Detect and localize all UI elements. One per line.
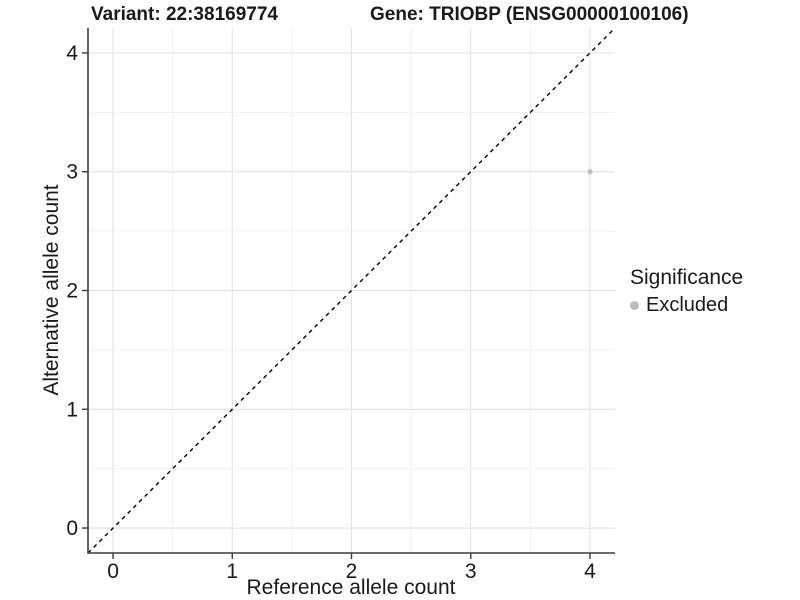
identity-line — [87, 27, 616, 554]
y-tick-label: 1 — [66, 398, 78, 421]
plot-title-variant: Variant: 22:38169774 — [91, 4, 278, 25]
legend-item-label: Excluded — [646, 294, 729, 316]
x-tick-label: 2 — [346, 560, 358, 583]
y-tick-label: 0 — [66, 517, 78, 540]
legend-title: Significance — [630, 266, 744, 289]
axis-line — [87, 28, 615, 554]
legend-point-icon — [630, 301, 639, 310]
legend: Significance Excluded — [630, 266, 743, 317]
x-tick-label: 0 — [107, 560, 119, 583]
data-point — [587, 169, 593, 175]
plot-title-gene: Gene: TRIOBP (ENSG00000100106) — [370, 4, 689, 25]
y-tick-label: 2 — [66, 280, 78, 303]
x-tick-label: 1 — [226, 560, 238, 583]
x-tick-label: 4 — [584, 560, 596, 583]
y-axis-title: Alternative allele count — [40, 184, 63, 396]
y-tick-label: 4 — [66, 42, 78, 65]
y-tick-label: 3 — [66, 161, 78, 184]
x-tick-label: 3 — [465, 560, 477, 583]
legend-item-excluded: Excluded — [630, 294, 743, 317]
x-axis-title: Reference allele count — [246, 576, 456, 599]
